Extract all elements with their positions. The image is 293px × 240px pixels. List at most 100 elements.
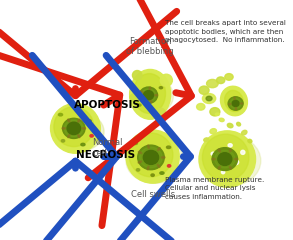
- Ellipse shape: [90, 135, 93, 137]
- Ellipse shape: [67, 122, 81, 135]
- Ellipse shape: [215, 113, 219, 115]
- Ellipse shape: [199, 135, 261, 186]
- Ellipse shape: [133, 74, 166, 114]
- Ellipse shape: [129, 133, 173, 177]
- Ellipse shape: [206, 96, 212, 101]
- Ellipse shape: [68, 135, 70, 138]
- Text: Plasma membrane rupture.
Cellular and nuclear lysis
causes inflammation.: Plasma membrane rupture. Cellular and nu…: [165, 176, 264, 199]
- Ellipse shape: [138, 145, 164, 170]
- Ellipse shape: [140, 147, 162, 168]
- Ellipse shape: [157, 164, 160, 168]
- Ellipse shape: [130, 69, 171, 119]
- Ellipse shape: [136, 169, 140, 171]
- Ellipse shape: [210, 129, 217, 134]
- Ellipse shape: [130, 77, 173, 115]
- Ellipse shape: [199, 131, 255, 187]
- Ellipse shape: [149, 87, 151, 90]
- Text: Normal
cell: Normal cell: [92, 138, 122, 158]
- Ellipse shape: [63, 118, 85, 138]
- Ellipse shape: [139, 87, 158, 103]
- Ellipse shape: [64, 120, 83, 137]
- Ellipse shape: [202, 134, 249, 181]
- Ellipse shape: [151, 174, 154, 176]
- Text: Formation
of blebbing: Formation of blebbing: [126, 37, 174, 56]
- Ellipse shape: [234, 97, 235, 100]
- Ellipse shape: [78, 119, 80, 122]
- Ellipse shape: [78, 135, 80, 138]
- Ellipse shape: [230, 98, 241, 109]
- Ellipse shape: [217, 77, 225, 84]
- Ellipse shape: [229, 149, 231, 152]
- Ellipse shape: [81, 143, 85, 146]
- Ellipse shape: [52, 112, 104, 152]
- Ellipse shape: [199, 86, 209, 94]
- Ellipse shape: [150, 100, 152, 103]
- Ellipse shape: [126, 130, 179, 183]
- Ellipse shape: [232, 101, 239, 107]
- Ellipse shape: [161, 156, 165, 158]
- Text: The cell breaks apart into several
apoptotic bodies, which are then
phagocytosed: The cell breaks apart into several apopt…: [165, 20, 286, 43]
- Ellipse shape: [141, 89, 156, 102]
- Ellipse shape: [147, 166, 149, 170]
- Text: APOPTOSIS: APOPTOSIS: [74, 100, 140, 110]
- Ellipse shape: [144, 91, 154, 100]
- Ellipse shape: [248, 139, 252, 143]
- Ellipse shape: [216, 163, 221, 167]
- Ellipse shape: [240, 103, 243, 104]
- Ellipse shape: [62, 127, 65, 129]
- Ellipse shape: [126, 138, 184, 183]
- Circle shape: [132, 71, 142, 80]
- Ellipse shape: [229, 166, 231, 169]
- Ellipse shape: [241, 150, 245, 154]
- Ellipse shape: [218, 153, 232, 165]
- Ellipse shape: [228, 97, 243, 110]
- Ellipse shape: [212, 158, 215, 160]
- Ellipse shape: [222, 170, 225, 174]
- Ellipse shape: [155, 94, 158, 96]
- Ellipse shape: [141, 91, 143, 93]
- Ellipse shape: [87, 120, 91, 122]
- Ellipse shape: [138, 151, 142, 154]
- Ellipse shape: [68, 119, 70, 122]
- Ellipse shape: [207, 79, 218, 88]
- Ellipse shape: [51, 103, 100, 153]
- Ellipse shape: [210, 108, 220, 116]
- Circle shape: [160, 74, 172, 86]
- Ellipse shape: [133, 142, 137, 144]
- Ellipse shape: [148, 145, 149, 149]
- Circle shape: [130, 94, 138, 102]
- Ellipse shape: [138, 104, 141, 106]
- Ellipse shape: [225, 74, 233, 80]
- Text: NECROSIS: NECROSIS: [76, 150, 135, 160]
- Ellipse shape: [237, 122, 241, 126]
- Ellipse shape: [211, 152, 215, 156]
- Ellipse shape: [61, 140, 65, 142]
- Ellipse shape: [141, 98, 144, 101]
- Ellipse shape: [167, 165, 171, 167]
- Circle shape: [157, 108, 165, 117]
- Ellipse shape: [82, 127, 86, 129]
- Ellipse shape: [219, 118, 224, 122]
- Ellipse shape: [218, 166, 220, 169]
- Ellipse shape: [225, 90, 243, 112]
- Ellipse shape: [220, 86, 247, 116]
- Ellipse shape: [228, 144, 232, 147]
- Ellipse shape: [160, 172, 164, 174]
- Ellipse shape: [233, 160, 239, 165]
- Ellipse shape: [229, 103, 231, 105]
- Ellipse shape: [215, 150, 235, 168]
- Ellipse shape: [202, 94, 216, 103]
- Ellipse shape: [157, 148, 160, 151]
- Text: Cell swells: Cell swells: [131, 190, 175, 199]
- Ellipse shape: [204, 138, 209, 141]
- Ellipse shape: [197, 103, 205, 110]
- Ellipse shape: [227, 123, 233, 128]
- Ellipse shape: [159, 87, 163, 89]
- Ellipse shape: [212, 148, 238, 170]
- Ellipse shape: [218, 149, 220, 152]
- Ellipse shape: [235, 108, 236, 110]
- Ellipse shape: [138, 161, 142, 163]
- Ellipse shape: [166, 146, 171, 149]
- Ellipse shape: [58, 114, 63, 116]
- Ellipse shape: [241, 130, 247, 135]
